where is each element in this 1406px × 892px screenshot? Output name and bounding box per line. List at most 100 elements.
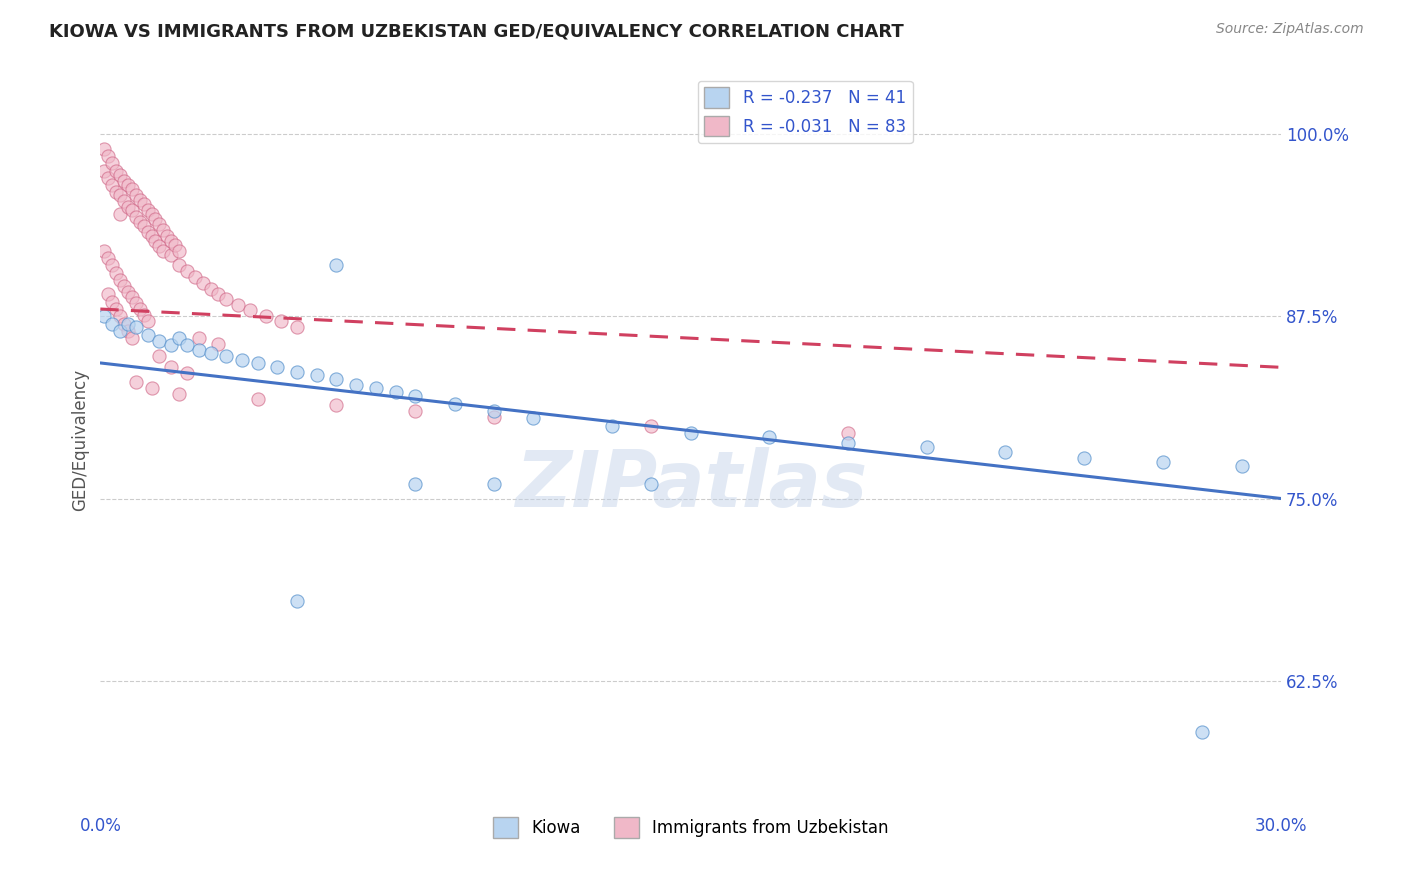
Point	[93, 142, 115, 156]
Point	[165, 238, 187, 252]
Point	[443, 397, 465, 411]
Point	[160, 360, 183, 375]
Point	[101, 317, 124, 331]
Point	[108, 188, 131, 202]
Point	[136, 225, 159, 239]
Point	[128, 193, 150, 207]
Point	[640, 418, 662, 433]
Point	[160, 234, 183, 248]
Point	[105, 301, 128, 316]
Point	[200, 282, 222, 296]
Point	[176, 338, 198, 352]
Point	[152, 244, 174, 258]
Point	[207, 337, 229, 351]
Point	[136, 202, 159, 217]
Point	[758, 430, 780, 444]
Point	[97, 287, 120, 301]
Point	[125, 188, 148, 202]
Point	[117, 200, 139, 214]
Point	[141, 229, 163, 244]
Point	[112, 317, 135, 331]
Point	[837, 436, 859, 450]
Text: ZIPatlas: ZIPatlas	[515, 447, 866, 523]
Point	[108, 273, 131, 287]
Point	[285, 365, 308, 379]
Point	[128, 301, 150, 316]
Point	[285, 319, 308, 334]
Point	[132, 308, 155, 322]
Point	[101, 156, 124, 170]
Point	[125, 319, 148, 334]
Point	[148, 349, 170, 363]
Point	[152, 223, 174, 237]
Point	[121, 331, 143, 345]
Point	[105, 186, 128, 200]
Point	[145, 211, 167, 226]
Point	[167, 386, 190, 401]
Point	[215, 349, 238, 363]
Point	[239, 303, 262, 318]
Point	[184, 269, 207, 284]
Point	[254, 310, 277, 324]
Point	[93, 163, 115, 178]
Point	[160, 338, 183, 352]
Point	[226, 298, 249, 312]
Point	[108, 207, 131, 221]
Point	[136, 314, 159, 328]
Point	[207, 287, 229, 301]
Point	[93, 310, 115, 324]
Point	[167, 244, 190, 258]
Point	[136, 328, 159, 343]
Point	[231, 353, 253, 368]
Point	[187, 331, 209, 345]
Point	[246, 356, 269, 370]
Legend: Kiowa, Immigrants from Uzbekistan: Kiowa, Immigrants from Uzbekistan	[486, 811, 896, 845]
Point	[404, 389, 426, 403]
Text: KIOWA VS IMMIGRANTS FROM UZBEKISTAN GED/EQUIVALENCY CORRELATION CHART: KIOWA VS IMMIGRANTS FROM UZBEKISTAN GED/…	[49, 22, 904, 40]
Point	[121, 290, 143, 304]
Point	[117, 324, 139, 338]
Point	[156, 229, 179, 244]
Point	[112, 194, 135, 209]
Point	[97, 170, 120, 185]
Point	[1230, 459, 1253, 474]
Point	[145, 234, 167, 248]
Point	[344, 377, 367, 392]
Point	[482, 477, 505, 491]
Point	[117, 317, 139, 331]
Point	[148, 218, 170, 232]
Point	[148, 239, 170, 253]
Point	[994, 445, 1017, 459]
Point	[325, 258, 347, 272]
Point	[97, 149, 120, 163]
Point	[522, 411, 544, 425]
Y-axis label: GED/Equivalency: GED/Equivalency	[72, 369, 89, 511]
Point	[200, 345, 222, 359]
Point	[101, 294, 124, 309]
Point	[325, 398, 347, 412]
Point	[1073, 450, 1095, 465]
Point	[215, 292, 238, 306]
Point	[325, 372, 347, 386]
Point	[837, 425, 859, 440]
Point	[640, 477, 662, 491]
Point	[1191, 724, 1213, 739]
Point	[125, 296, 148, 310]
Point	[679, 425, 702, 440]
Point	[101, 178, 124, 193]
Point	[191, 276, 214, 290]
Point	[167, 258, 190, 272]
Point	[404, 477, 426, 491]
Point	[125, 375, 148, 389]
Point	[108, 324, 131, 338]
Point	[128, 214, 150, 228]
Point	[176, 264, 198, 278]
Point	[141, 207, 163, 221]
Point	[270, 314, 292, 328]
Point	[101, 258, 124, 272]
Point	[108, 168, 131, 182]
Point	[97, 251, 120, 265]
Point	[246, 392, 269, 407]
Point	[112, 278, 135, 293]
Point	[105, 266, 128, 280]
